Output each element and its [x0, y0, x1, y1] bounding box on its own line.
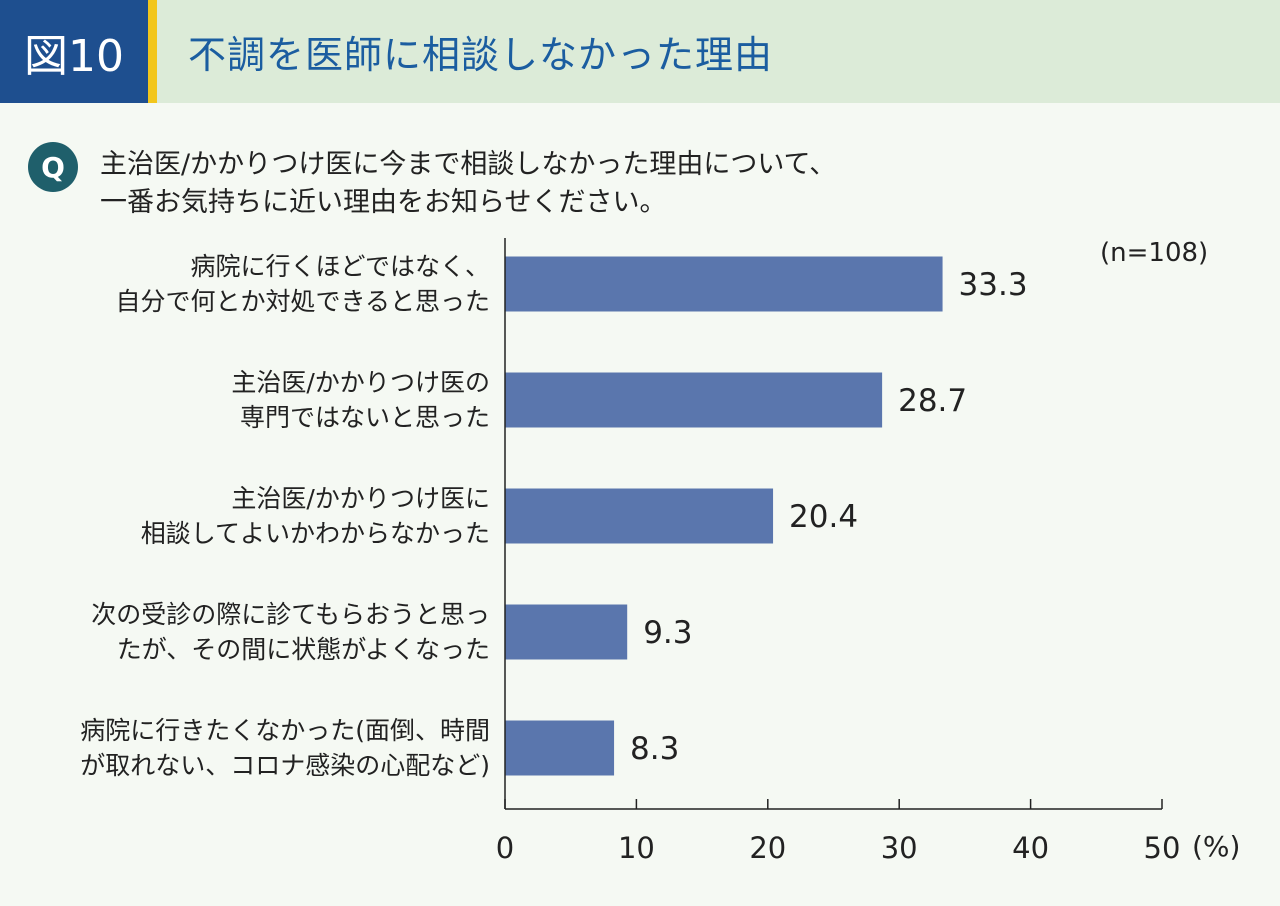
page-title: 不調を医師に相談しなかった理由	[188, 33, 774, 77]
category-label-line: 専門ではないと思った	[239, 403, 490, 432]
category-label-4: 病院に行きたくなかった(面倒、時間 が取れない、コロナ感染の心配など)	[10, 713, 490, 783]
category-label-line: 自分で何とか対処できると思った	[115, 287, 490, 316]
header-band: 図10 不調を医師に相談しなかった理由	[0, 0, 1280, 103]
bar-2	[505, 488, 774, 544]
category-label-line: 主治医/かかりつけ医に	[231, 484, 490, 513]
category-label-line: 相談してよいかわからなかった	[140, 519, 490, 548]
category-label-line: 次の受診の際に診てもらおうと思っ	[91, 600, 490, 629]
x-tick-label-3: 30	[881, 831, 918, 865]
x-tick-label-5: 50	[1144, 831, 1181, 865]
question-line-2: 一番お気持ちに近い理由をお知らせください。	[100, 187, 667, 218]
x-tick-label-1: 10	[618, 831, 655, 865]
category-label-line: が取れない、コロナ感染の心配など)	[80, 751, 490, 780]
value-label-4: 8.3	[630, 731, 679, 767]
category-label-line: たが、その間に状態がよくなった	[116, 635, 490, 664]
sample-size-label: (n=108)	[1100, 238, 1209, 268]
bar-1	[505, 372, 883, 428]
x-tick-label-2: 20	[749, 831, 786, 865]
value-label-1: 28.7	[898, 383, 967, 419]
category-label-3: 次の受診の際に診てもらおうと思ったが、その間に状態がよくなった	[10, 597, 490, 667]
value-label-3: 9.3	[643, 615, 692, 651]
category-label-line: 病院に行くほどではなく、	[190, 252, 490, 281]
category-label-line: 病院に行きたくなかった(面倒、時間	[80, 716, 490, 745]
accent-bar	[148, 0, 157, 103]
category-label-2: 主治医/かかりつけ医に相談してよいかわからなかった	[10, 481, 490, 551]
figure-badge: 図10	[0, 0, 148, 103]
value-label-0: 33.3	[959, 267, 1028, 303]
question-text: 主治医/かかりつけ医に今まで相談しなかった理由について、 一番お気持ちに近い理由…	[100, 146, 1000, 222]
unit-label: (%)	[1192, 830, 1241, 863]
x-tick-label-4: 40	[1012, 831, 1049, 865]
value-label-2: 20.4	[789, 499, 858, 535]
question-line-1: 主治医/かかりつけ医に今まで相談しなかった理由について、	[100, 149, 837, 180]
question-icon: Q	[28, 142, 78, 192]
category-label-line: 主治医/かかりつけ医の	[231, 368, 490, 397]
bar-0	[505, 256, 943, 312]
bar-3	[505, 604, 628, 660]
bar-4	[505, 720, 615, 776]
x-tick-label-0: 0	[496, 831, 514, 865]
figure-label: 図10	[24, 30, 124, 82]
category-label-0: 病院に行くほどではなく、自分で何とか対処できると思った	[10, 249, 490, 319]
category-label-1: 主治医/かかりつけ医の専門ではないと思った	[10, 365, 490, 435]
question-icon-letter: Q	[41, 150, 65, 184]
